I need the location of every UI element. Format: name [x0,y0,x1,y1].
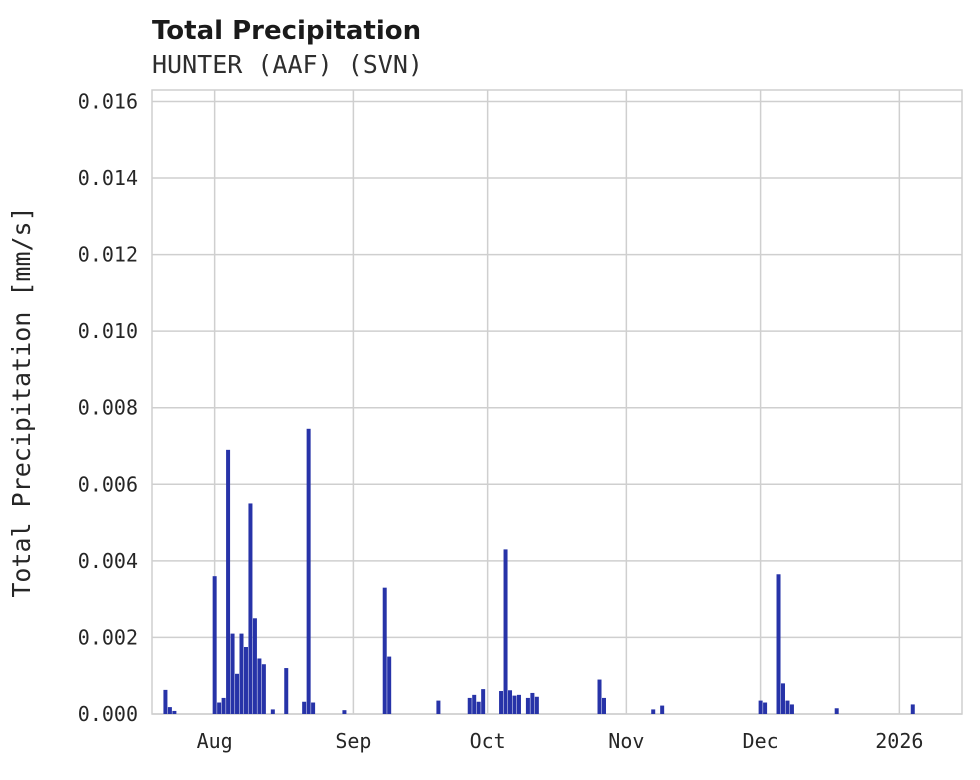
y-tick-label: 0.004 [78,549,138,573]
plot-border [151,89,963,715]
precipitation-bar [284,668,289,714]
y-tick-label: 0.016 [78,89,138,113]
precipitation-bar [503,549,508,714]
precipitation-bar [212,576,217,714]
precipitation-bar [508,690,513,714]
precipitation-bar [472,694,477,714]
precipitation-bar [780,683,785,714]
y-tick-label: 0.010 [78,319,138,343]
precipitation-bar [763,702,768,714]
precipitation-bar [910,704,915,714]
precipitation-bar [217,702,222,714]
precipitation-bar [789,704,794,714]
y-tick-label: 0.014 [78,166,138,190]
precipitation-bar [302,701,307,714]
precipitation-bar [512,695,517,714]
precipitation-bar [342,710,347,714]
y-tick-label: 0.000 [78,702,138,726]
precipitation-bar [382,587,387,714]
y-axis-label: Total Precipitation [mm/s] [7,206,36,597]
precipitation-bar [476,701,481,714]
precipitation-bar [834,708,839,714]
y-tick-label: 0.006 [78,472,138,496]
precipitation-bar [436,700,441,714]
precipitation-bar [230,633,235,714]
precipitation-bar [172,710,177,714]
precipitation-bar [167,707,172,714]
x-tick-label: Aug [197,729,233,753]
precipitation-bar [226,449,231,714]
precipitation-bar [758,700,763,714]
precipitation-bar [248,503,253,714]
precipitation-bar [163,689,168,714]
precipitation-bar [261,664,266,714]
precipitation-bar [306,428,311,714]
precipitation-bar [481,689,486,714]
precipitation-bar [601,697,606,714]
x-tick-label: Nov [608,729,644,753]
y-tick-label: 0.002 [78,625,138,649]
precipitation-bar [270,709,275,714]
precipitation-bar [530,692,535,714]
precipitation-bar [243,647,248,714]
x-tick-label: 2026 [875,729,923,753]
precipitation-bar [785,700,790,714]
precipitation-bar [516,694,521,714]
precipitation-bar [525,697,530,714]
x-tick-label: Oct [470,729,506,753]
precipitation-bar [467,697,472,714]
chart-subtitle: HUNTER (AAF) (SVN) [152,50,423,79]
y-tick-label: 0.008 [78,396,138,420]
precipitation-bar [311,702,316,714]
precipitation-bar [499,691,504,714]
precipitation-bar [239,633,244,714]
precipitation-bar [534,696,539,714]
precipitation-bar [660,705,665,714]
precipitation-bar [252,618,257,714]
y-tick-label: 0.012 [78,243,138,267]
precipitation-bar [387,656,392,714]
precipitation-bar [221,697,226,714]
chart-title: Total Precipitation [152,16,422,46]
x-tick-label: Dec [743,729,779,753]
precipitation-bar [597,679,602,714]
precipitation-bar [776,574,781,714]
precipitation-bar [235,673,240,714]
precipitation-bar [257,658,262,714]
x-tick-label: Sep [335,729,371,753]
precipitation-bar [651,709,656,714]
